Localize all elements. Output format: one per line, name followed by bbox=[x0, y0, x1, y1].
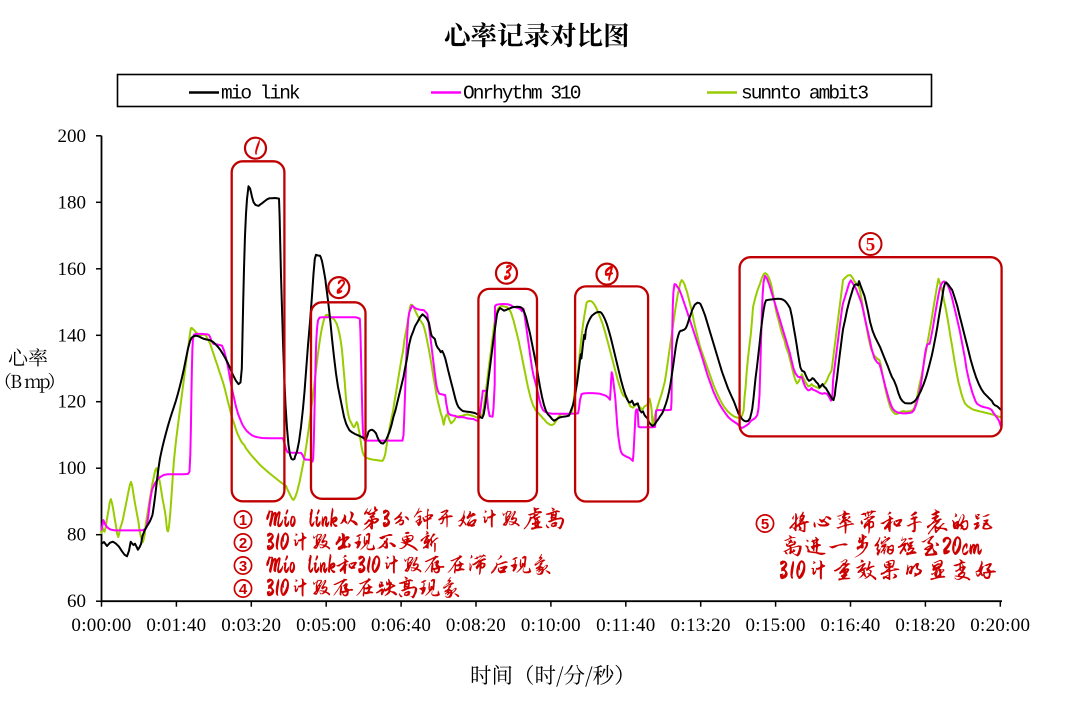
svg-text:0:16:40: 0:16:40 bbox=[820, 615, 880, 636]
svg-text:120: 120 bbox=[58, 392, 87, 413]
svg-text:0:18:20: 0:18:20 bbox=[895, 615, 955, 636]
svg-text:5: 5 bbox=[761, 516, 769, 533]
svg-text:200: 200 bbox=[58, 126, 87, 147]
svg-text:0:15:00: 0:15:00 bbox=[746, 615, 806, 636]
svg-text:0:11:40: 0:11:40 bbox=[596, 615, 655, 636]
svg-text:4: 4 bbox=[239, 581, 248, 598]
svg-text:0:10:00: 0:10:00 bbox=[521, 615, 581, 636]
svg-text:1: 1 bbox=[239, 512, 247, 529]
svg-text:0:00:00: 0:00:00 bbox=[71, 615, 131, 636]
svg-text:60: 60 bbox=[67, 591, 86, 612]
svg-text:3: 3 bbox=[239, 558, 247, 575]
svg-text:mio link: mio link bbox=[221, 83, 300, 105]
svg-text:0:08:20: 0:08:20 bbox=[446, 615, 506, 636]
svg-text:160: 160 bbox=[58, 259, 87, 280]
svg-text:0:03:20: 0:03:20 bbox=[221, 615, 281, 636]
svg-text:0:20:00: 0:20:00 bbox=[970, 615, 1030, 636]
svg-text:0:05:00: 0:05:00 bbox=[296, 615, 356, 636]
svg-text:2: 2 bbox=[239, 535, 247, 552]
svg-text:180: 180 bbox=[58, 192, 87, 213]
svg-text:0:13:20: 0:13:20 bbox=[671, 615, 731, 636]
svg-text:sunnto ambit3: sunnto ambit3 bbox=[741, 83, 868, 105]
svg-text:0:06:40: 0:06:40 bbox=[371, 615, 431, 636]
svg-text:Onrhythm 310: Onrhythm 310 bbox=[463, 83, 581, 105]
svg-text:100: 100 bbox=[58, 458, 87, 479]
svg-text:5: 5 bbox=[866, 235, 876, 256]
svg-text:0:01:40: 0:01:40 bbox=[146, 615, 206, 636]
svg-text:80: 80 bbox=[67, 525, 86, 546]
svg-text:140: 140 bbox=[58, 325, 87, 346]
